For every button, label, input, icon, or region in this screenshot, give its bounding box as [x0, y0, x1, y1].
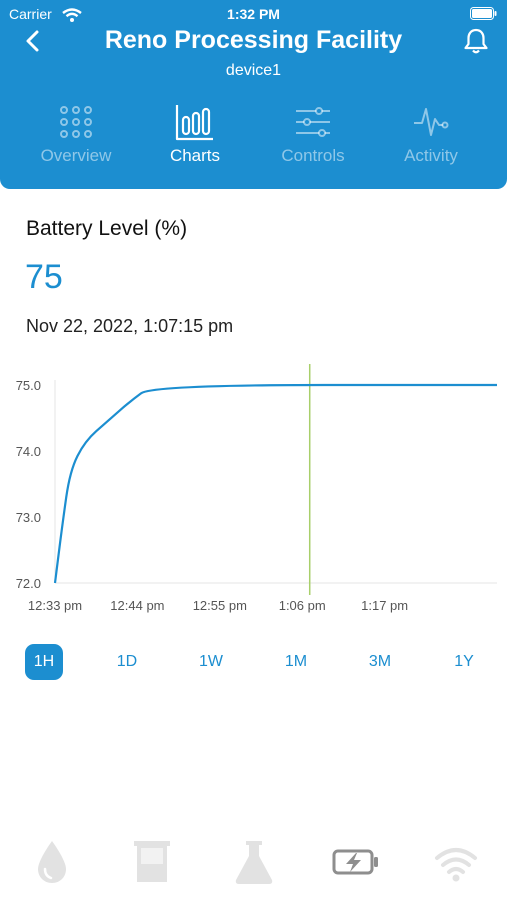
pulse-icon — [414, 108, 449, 136]
app-header: Carrier 1:32 PM Reno Processing Facility… — [0, 0, 507, 189]
tab-charts-label: Charts — [169, 146, 221, 165]
device-subtitle: device1 — [225, 62, 282, 79]
range-1h-button[interactable]: 1H — [25, 644, 63, 680]
page-title: Reno Processing Facility — [104, 26, 403, 54]
metric-value: 75 — [25, 258, 63, 296]
x-tick-label: 1:06 pm — [279, 598, 326, 613]
bar-chart-icon — [175, 105, 213, 141]
bell-icon[interactable] — [463, 27, 489, 55]
carrier-label: Carrier — [9, 6, 52, 22]
battery-series-line — [53, 383, 497, 584]
battery-charging-icon[interactable] — [332, 838, 380, 886]
status-bar: Carrier 1:32 PM — [0, 5, 507, 25]
time-range-selector: 1H 1D 1W 1M 3M 1Y — [0, 644, 507, 682]
tab-overview[interactable]: Overview — [17, 100, 135, 170]
clock: 1:32 PM — [227, 6, 280, 22]
beaker-icon[interactable] — [131, 838, 173, 886]
y-tick-label: 75.0 — [16, 378, 41, 393]
range-3m-button[interactable]: 3M — [368, 653, 392, 670]
water-drop-icon[interactable] — [34, 838, 70, 886]
battery-line-chart[interactable]: 72.0 73.0 74.0 75.0 12:33 pm 12:44 pm 12:55 pm… — [0, 360, 507, 622]
y-tick-label: 72.0 — [16, 576, 41, 591]
battery-status-icon — [470, 7, 497, 20]
range-1m-button[interactable]: 1M — [284, 653, 308, 670]
range-1w-button[interactable]: 1W — [199, 653, 223, 670]
y-tick-label: 74.0 — [16, 444, 41, 459]
x-tick-label: 12:44 pm — [110, 598, 164, 613]
x-tick-label: 1:17 pm — [361, 598, 408, 613]
flask-icon[interactable] — [233, 838, 275, 886]
tab-controls[interactable]: Controls — [254, 100, 372, 170]
tab-charts[interactable]: Charts — [136, 100, 254, 170]
tab-overview-label: Overview — [40, 146, 112, 165]
metric-timestamp: Nov 22, 2022, 1:07:15 pm — [26, 316, 234, 336]
x-tick-label: 12:55 pm — [193, 598, 247, 613]
wifi-icon[interactable] — [433, 838, 479, 886]
sliders-icon — [296, 107, 330, 137]
tab-controls-label: Controls — [281, 146, 345, 165]
back-chevron-icon[interactable] — [22, 28, 46, 54]
wifi-signal-icon — [62, 8, 82, 22]
tab-activity[interactable]: Activity — [372, 100, 490, 170]
grid-dots-icon — [60, 106, 92, 138]
range-1d-button[interactable]: 1D — [116, 653, 138, 670]
range-1y-button[interactable]: 1Y — [454, 653, 474, 670]
x-tick-label: 12:33 pm — [28, 598, 82, 613]
tab-activity-label: Activity — [404, 146, 458, 165]
metric-title: Battery Level (%) — [26, 217, 188, 240]
y-tick-label: 73.0 — [16, 510, 41, 525]
